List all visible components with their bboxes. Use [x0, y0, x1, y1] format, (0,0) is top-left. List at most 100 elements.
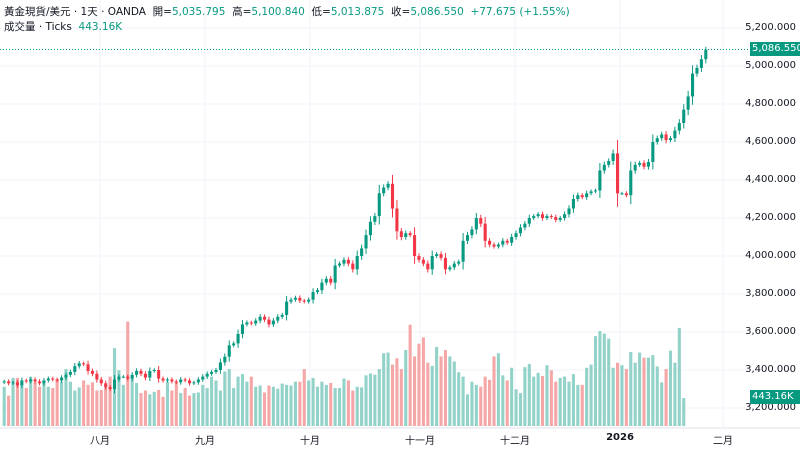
volume-bar — [673, 362, 677, 426]
candle-body — [417, 256, 421, 260]
volume-bar — [421, 337, 425, 426]
high-label: 高= — [232, 6, 252, 18]
candle-body — [532, 216, 536, 218]
candle-body — [501, 240, 505, 245]
candle-body — [179, 379, 183, 383]
candle-body — [518, 227, 523, 234]
volume-bar — [258, 385, 262, 426]
volume-bar — [677, 327, 681, 426]
candle-body — [426, 263, 430, 270]
volume-bar — [523, 367, 527, 426]
candle-body — [307, 299, 311, 302]
volume-bar — [602, 333, 606, 426]
candle-body — [196, 379, 200, 383]
volume-bar — [179, 393, 183, 426]
volume-bar — [536, 372, 540, 426]
candle-body — [629, 170, 633, 196]
volume-bar — [11, 377, 15, 426]
candle-body — [161, 378, 165, 381]
candle-body — [315, 290, 320, 293]
candle-body — [73, 366, 77, 372]
candle-body — [298, 297, 302, 301]
volume-bar — [135, 382, 139, 426]
candle-body — [90, 370, 95, 374]
volume-bar — [68, 381, 72, 426]
candle-body — [29, 379, 33, 382]
candle-body — [24, 380, 28, 382]
volume-bar — [390, 364, 395, 426]
candle-body — [660, 134, 664, 139]
volume-title[interactable]: 成交量 · Ticks — [4, 21, 72, 33]
price-tick-label: 3,400.000 — [745, 364, 796, 375]
volume-bar — [492, 356, 496, 426]
volume-bar — [457, 372, 461, 426]
volume-bar — [505, 380, 509, 426]
volume-bar — [311, 377, 315, 426]
volume-bar — [15, 377, 19, 426]
volume-bar — [435, 346, 439, 426]
candle-body — [60, 377, 64, 381]
volume-bar — [360, 387, 364, 426]
volume-bar — [386, 352, 390, 426]
candle-body — [214, 370, 218, 372]
candle-body — [527, 218, 531, 224]
candle-body — [302, 300, 306, 302]
volume-bar — [33, 382, 37, 426]
candle-body — [170, 379, 174, 382]
symbol-title[interactable]: 黃金現貨/美元 · 1天 · OANDA — [4, 6, 146, 18]
candle-body — [611, 153, 615, 161]
candle-body — [152, 370, 156, 371]
candle-body — [421, 259, 425, 264]
close-label: 收= — [391, 6, 411, 18]
candle-body — [496, 244, 500, 247]
volume-bar — [576, 384, 580, 426]
price-tick-label: 4,400.000 — [745, 174, 796, 185]
volume-bar — [545, 365, 549, 426]
candle-body — [121, 376, 125, 378]
price-tick-label: 3,200.000 — [745, 402, 796, 413]
candle-body — [112, 379, 117, 389]
volume-bar — [351, 390, 355, 426]
candle-body — [329, 278, 333, 283]
candle-body — [373, 216, 377, 222]
candle-body — [576, 195, 580, 199]
volume-bar — [232, 388, 236, 426]
volume-bar — [20, 384, 24, 426]
candle-body — [479, 218, 483, 224]
volume-bar — [474, 384, 478, 426]
candle-body — [677, 123, 681, 131]
candle-body — [465, 235, 470, 241]
volume-bar — [196, 392, 200, 426]
volume-bar — [7, 395, 11, 426]
change-value: +77.675 (+1.55%) — [470, 6, 570, 18]
price-tick-label: 3,600.000 — [745, 326, 796, 337]
candle-body — [285, 301, 289, 315]
candle-body — [55, 379, 59, 381]
volume-bar — [567, 381, 571, 426]
candle-body — [126, 376, 130, 379]
candle-body — [523, 223, 527, 228]
volume-bar — [104, 386, 108, 426]
volume-bar — [236, 376, 240, 426]
volume-bar — [638, 352, 642, 426]
candle-body — [549, 216, 553, 218]
volume-bar — [46, 386, 50, 426]
candle-body — [267, 319, 271, 325]
candle-body — [174, 381, 178, 383]
volume-bar — [82, 380, 86, 426]
volume-bar — [51, 388, 55, 426]
candle-body — [404, 233, 408, 237]
close-value: 5,086.550 — [410, 6, 464, 18]
candle-body — [651, 142, 655, 162]
volume-bar — [342, 378, 346, 426]
candle-body — [276, 316, 280, 321]
candle-body — [342, 259, 346, 264]
volume-bar — [355, 386, 359, 426]
candle-body — [15, 382, 19, 386]
candle-body — [452, 263, 456, 268]
candle-body — [108, 387, 112, 389]
volume-bar — [285, 384, 289, 426]
candle-body — [192, 382, 196, 384]
candle-body — [293, 297, 297, 300]
